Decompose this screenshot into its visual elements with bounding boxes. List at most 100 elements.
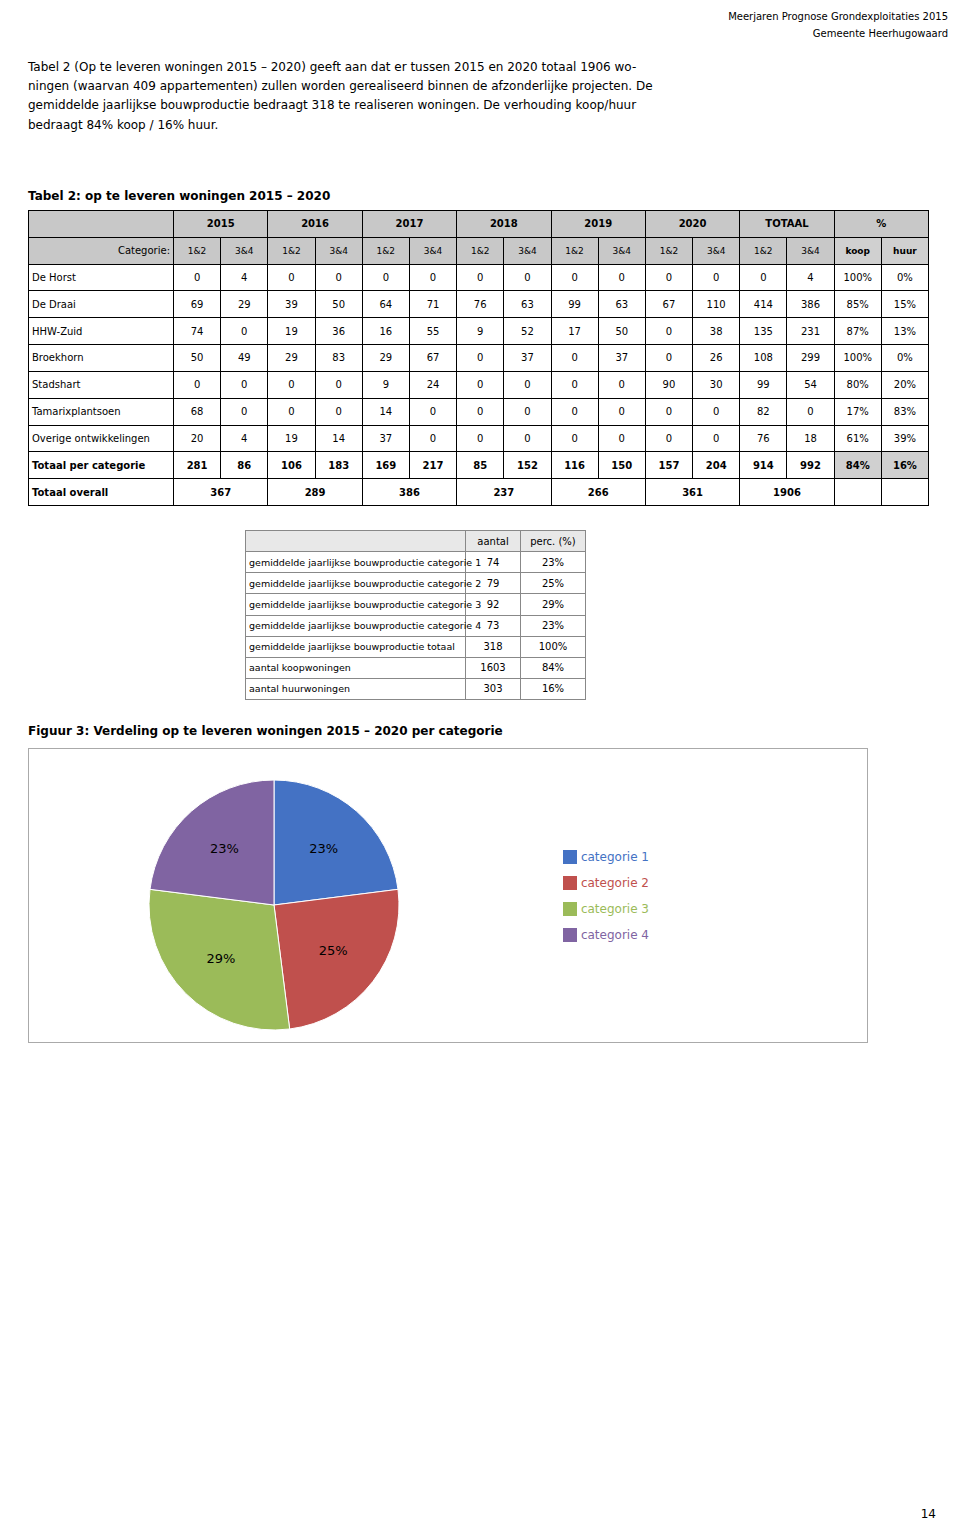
html-text:99: 99 [568,298,581,310]
html-text:37: 37 [521,352,534,364]
html-text:83: 83 [332,352,345,364]
html-text:386: 386 [801,298,821,310]
html-text:86: 86 [237,459,252,471]
html-text:50: 50 [332,298,345,310]
html-text:29: 29 [285,352,298,364]
svg-text:23%: 23% [309,841,338,856]
html-text:76: 76 [757,432,770,444]
html-text:63: 63 [615,298,629,310]
svg-text:29%: 29% [207,951,236,966]
html-text:HHW-Zuid: HHW-Zuid [32,325,83,337]
html-text:74: 74 [190,325,204,337]
html-text:Tamarixplantsoen: Tamarixplantsoen [32,406,121,418]
html-text:80%: 80% [846,379,869,391]
html-text:152: 152 [517,459,538,471]
html-text:categorie 3: categorie 3 [580,901,649,916]
html-text:90: 90 [662,379,676,391]
html-text:281: 281 [186,459,208,471]
html-text:82: 82 [757,406,770,418]
html-text:61%: 61% [846,432,869,444]
html-text:Tabel 2 (Op te leveren woninge: Tabel 2 (Op te leveren woningen 2015 – 2… [28,60,653,132]
html-text:150: 150 [611,459,633,471]
html-text:Stadshart: Stadshart [32,379,81,391]
html-text:14: 14 [379,406,393,418]
html-text:99: 99 [757,379,770,391]
html-text:299: 299 [801,352,821,364]
html-text:217: 217 [422,459,444,471]
html-text:169: 169 [375,459,397,471]
html-text:17: 17 [568,325,581,337]
html-text:Broekhorn: Broekhorn [32,352,84,364]
html-text:2020: 2020 [678,218,707,230]
html-text:67: 67 [426,352,440,364]
html-text:68: 68 [190,406,204,418]
html-text:106: 106 [281,459,302,471]
html-text:231: 231 [801,325,821,337]
html-text:Tabel 2: op te leveren woninge: Tabel 2: op te leveren woningen 2015 – 2… [28,189,331,203]
html-text:67: 67 [662,298,676,310]
html-text:24: 24 [426,379,440,391]
html-text:49: 49 [237,352,251,364]
html-text:29: 29 [237,298,251,310]
html-text:87%: 87% [846,325,869,337]
html-text:29: 29 [379,352,393,364]
html-text:71: 71 [426,298,440,310]
html-text:64: 64 [379,298,393,310]
html-text:50: 50 [190,352,204,364]
svg-text:23%: 23% [210,841,239,856]
html-text:100%: 100% [843,352,872,364]
html-text:414: 414 [753,298,773,310]
html-text:19: 19 [285,432,298,444]
html-text:categorie 4: categorie 4 [580,927,649,942]
html-text:2017: 2017 [395,218,424,230]
html-text:15%: 15% [893,298,916,310]
svg-text:25%: 25% [319,943,348,958]
html-text:37: 37 [379,432,393,444]
html-text:135: 135 [753,325,773,337]
html-text:83%: 83% [893,406,916,418]
html-text:Categorie:: Categorie: [117,245,170,257]
html-text:69: 69 [190,298,204,310]
html-text:39%: 39% [893,432,916,444]
html-text:157: 157 [658,459,680,471]
html-text:0%: 0% [897,352,913,364]
html-text:85: 85 [473,459,488,471]
html-text:39: 39 [285,298,298,310]
html-text:Overige ontwikkelingen: Overige ontwikkelingen [32,432,150,444]
html-text:108: 108 [753,352,773,364]
html-text:30: 30 [709,379,723,391]
html-text:50: 50 [615,325,629,337]
html-text:55: 55 [426,325,440,337]
html-text:2018: 2018 [489,218,518,230]
html-text:16: 16 [379,325,393,337]
html-text:37: 37 [615,352,629,364]
html-text:183: 183 [328,459,350,471]
html-text:categorie 1: categorie 1 [580,849,649,864]
html-text:TOTAAL: TOTAAL [765,218,809,230]
html-text:85%: 85% [846,298,869,310]
html-text:20: 20 [190,432,204,444]
html-text:13%: 13% [893,325,916,337]
html-text:36: 36 [332,325,345,337]
html-text:116: 116 [564,459,585,471]
html-text:2015: 2015 [206,218,235,230]
html-text:14: 14 [332,432,345,444]
html-text:26: 26 [709,352,723,364]
html-text:52: 52 [521,325,534,337]
html-text:categorie 2: categorie 2 [580,875,649,890]
html-text:2016: 2016 [301,218,329,230]
html-text:18: 18 [804,432,817,444]
html-text:Totaal per categorie: Totaal per categorie [32,459,146,471]
html-text:14: 14 [920,1507,936,1521]
html-text:De Draai: De Draai [32,298,76,310]
html-text:2019: 2019 [584,218,613,230]
html-text:38: 38 [709,325,723,337]
html-text:19: 19 [285,325,298,337]
html-text:110: 110 [706,298,726,310]
html-text:63: 63 [521,298,534,310]
html-text:54: 54 [804,379,817,391]
html-text:17%: 17% [846,406,869,418]
html-text:20%: 20% [893,379,916,391]
html-text:76: 76 [473,298,487,310]
html-text:Figuur 3: Verdeling op te leve: Figuur 3: Verdeling op te leveren woning… [28,724,503,738]
